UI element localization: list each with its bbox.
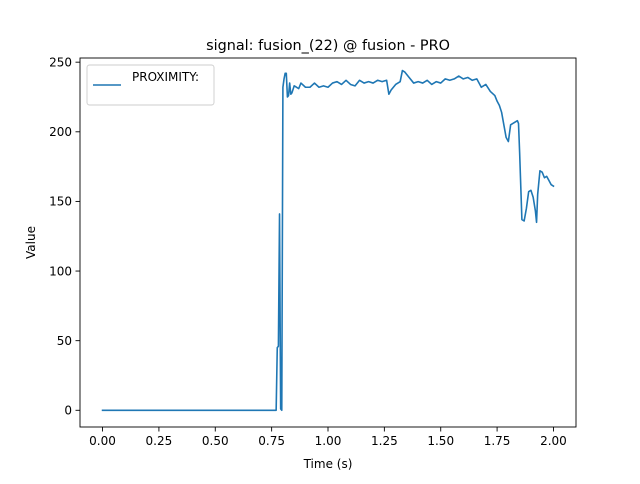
x-tick-label: 0.25	[146, 434, 173, 448]
x-tick-label: 1.50	[427, 434, 454, 448]
x-tick-label: 2.00	[540, 434, 567, 448]
legend-frame	[86, 64, 215, 106]
series-line-proximity	[101, 69, 555, 412]
chart-title: signal: fusion_(22) @ fusion - PRO	[206, 38, 450, 54]
y-tick-label: 250	[49, 55, 72, 69]
x-tick-label: 1.00	[315, 434, 342, 448]
y-axis: 0 50 100 150 200 250	[49, 55, 80, 418]
legend-entry-proximity: PROXIMITY:	[132, 70, 199, 84]
y-tick-label: 50	[57, 334, 72, 348]
x-tick-label: 1.25	[371, 434, 398, 448]
y-tick-label: 150	[49, 195, 72, 209]
y-tick-label: 0	[64, 404, 72, 418]
x-tick-label: 0.50	[202, 434, 229, 448]
y-axis-label: Value	[24, 226, 38, 259]
y-tick-label: 200	[49, 125, 72, 139]
x-tick-label: 1.75	[484, 434, 511, 448]
x-axis-label: Time (s)	[303, 457, 353, 471]
y-tick-label: 100	[49, 264, 72, 278]
x-axis: 0.00 0.25 0.50 0.75 1.00 1.25 1.50 1.75 2.00	[89, 427, 567, 448]
x-tick-label: 0.00	[89, 434, 116, 448]
legend: PROXIMITY:	[86, 64, 215, 106]
x-tick-label: 0.75	[258, 434, 285, 448]
